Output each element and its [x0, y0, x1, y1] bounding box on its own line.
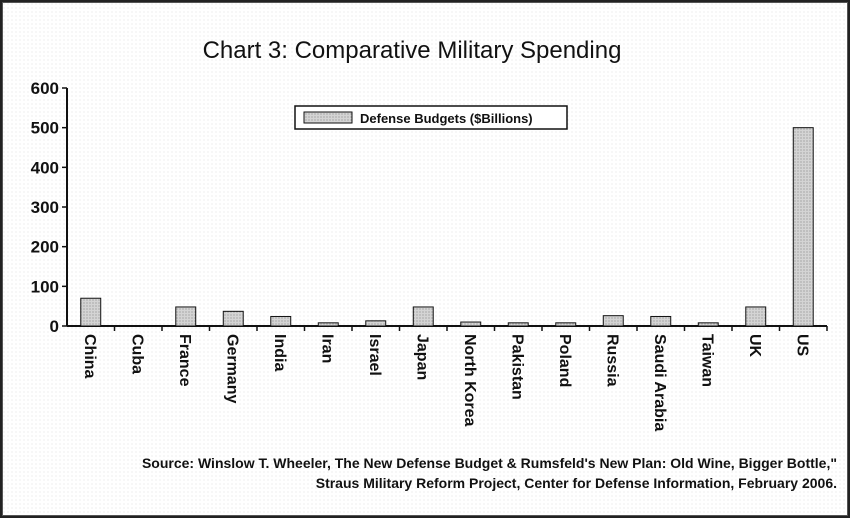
x-tick-label: Israel — [366, 334, 383, 376]
x-tick-label: Japan — [413, 334, 430, 380]
bar-us — [792, 127, 814, 327]
x-tick-group — [113, 326, 828, 331]
x-tick-label: India — [271, 334, 288, 371]
source-line-1: Source: Winslow T. Wheeler, The New Defe… — [142, 455, 837, 471]
bar-poland — [555, 322, 577, 327]
bar-pakistan — [507, 322, 529, 327]
y-tick-label: 600 — [31, 79, 59, 98]
y-tick-label: 500 — [31, 119, 59, 138]
bar-north-korea — [460, 321, 482, 327]
y-tick-group: 0 100 200 300 400 500 600 — [31, 79, 67, 336]
legend: Defense Budgets ($Billions) — [294, 105, 568, 130]
x-tick-label: Saudi Arabia — [651, 334, 668, 431]
x-tick-label: Germany — [223, 334, 240, 403]
bar-germany — [222, 310, 244, 327]
x-label-group: China Cuba France Germany India Iran Israel Jap… — [81, 334, 811, 431]
x-tick-label: Iran — [318, 334, 335, 363]
legend-swatch — [303, 111, 353, 124]
bar-india — [270, 315, 292, 327]
bar-uk — [745, 306, 767, 327]
x-tick-label: Pakistan — [508, 334, 525, 400]
x-tick-label: Taiwan — [698, 334, 715, 387]
y-tick-label: 0 — [50, 317, 59, 336]
legend-label: Defense Budgets ($Billions) — [360, 111, 533, 126]
y-tick-label: 100 — [31, 277, 59, 296]
x-tick-label: North Korea — [461, 334, 478, 427]
legend-box — [294, 105, 568, 130]
chart-title: Chart 3: Comparative Military Spending — [203, 37, 622, 64]
bar-france — [175, 306, 197, 327]
bar-saudi-arabia — [650, 315, 672, 327]
x-tick-label: UK — [746, 334, 763, 358]
x-tick-label: Poland — [556, 334, 573, 387]
bar-china — [80, 297, 102, 327]
y-tick-label: 200 — [31, 238, 59, 257]
x-tick-label: China — [81, 334, 98, 379]
x-tick-label: Cuba — [128, 334, 145, 374]
bar-japan — [412, 306, 434, 327]
x-tick-label: France — [176, 334, 193, 387]
bar-iran — [317, 322, 339, 327]
bar-group — [80, 127, 814, 327]
source-line-2: Straus Military Reform Project, Center f… — [316, 475, 837, 491]
y-tick-label: 300 — [31, 198, 59, 217]
bar-russia — [602, 315, 624, 327]
x-tick-label: US — [793, 334, 810, 357]
y-tick-label: 400 — [31, 158, 59, 177]
x-tick-label: Russia — [603, 334, 620, 387]
bar-taiwan — [697, 322, 719, 327]
bar-israel — [365, 320, 387, 327]
